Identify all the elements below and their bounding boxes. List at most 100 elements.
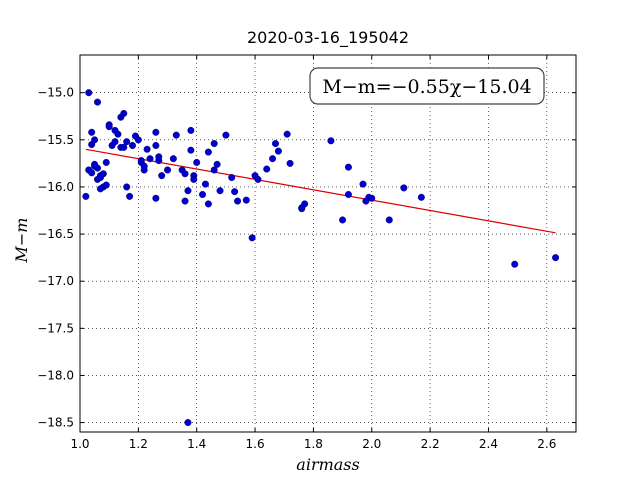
data-point	[286, 159, 294, 167]
data-point	[201, 180, 209, 188]
y-tick-label: −16.5	[37, 227, 74, 241]
data-point	[344, 190, 352, 198]
axis-ticks	[79, 55, 576, 432]
data-points	[82, 89, 560, 427]
data-point	[344, 163, 352, 171]
fit-equation-frame	[309, 67, 545, 105]
fit-line-layer	[85, 148, 556, 234]
data-point	[210, 140, 218, 148]
x-tick-label: 1.2	[129, 437, 148, 451]
data-point	[123, 138, 131, 146]
data-point	[155, 157, 163, 165]
data-point	[213, 160, 221, 168]
y-tick-label: −18.0	[37, 368, 74, 382]
x-tick-label: 1.6	[246, 437, 265, 451]
data-point	[552, 254, 560, 262]
data-point	[228, 174, 236, 182]
data-point	[143, 145, 151, 153]
data-point	[274, 147, 282, 155]
data-point	[172, 131, 180, 139]
data-point	[181, 170, 189, 178]
data-point	[193, 158, 201, 166]
y-tick-label: −17.0	[37, 274, 74, 288]
data-point	[222, 131, 230, 139]
data-point	[204, 200, 212, 208]
fit-equation-text: M−m=−0.55χ−15.04	[322, 76, 531, 98]
data-point	[120, 109, 128, 117]
x-tick-label: 2.6	[537, 437, 556, 451]
data-point	[105, 123, 113, 131]
data-point	[164, 166, 172, 174]
data-point	[137, 157, 145, 165]
plot-area-frame	[79, 54, 577, 433]
data-point	[190, 175, 198, 183]
data-point	[400, 184, 408, 192]
data-point	[327, 137, 335, 145]
fit-line	[85, 148, 556, 234]
data-point	[271, 140, 279, 148]
data-point	[169, 155, 177, 163]
y-tick-labels: −15.0 −15.5 −16.0 −16.5 −17.0 −17.5 −18.0 −18.5	[37, 86, 74, 430]
chart-title: 2020-03-16_195042	[247, 28, 409, 48]
data-point	[339, 216, 347, 224]
data-point	[82, 192, 90, 200]
data-point	[146, 155, 154, 163]
data-point	[301, 200, 309, 208]
data-point	[88, 128, 96, 136]
y-tick-label: −17.5	[37, 321, 74, 335]
y-axis-label: M−m	[12, 218, 31, 264]
y-tick-label: −18.5	[37, 416, 74, 430]
data-point	[359, 180, 367, 188]
y-tick-label: −16.0	[37, 180, 74, 194]
x-tick-label: 1.8	[304, 437, 323, 451]
data-point	[184, 187, 192, 195]
data-point	[117, 143, 125, 151]
data-point	[187, 146, 195, 154]
y-tick-label: −15.5	[37, 133, 74, 147]
x-tick-label: 2.2	[421, 437, 440, 451]
data-point	[88, 169, 96, 177]
x-axis-label: airmass	[296, 455, 359, 474]
data-point	[99, 170, 107, 178]
data-point	[140, 162, 148, 170]
data-point	[94, 98, 102, 106]
data-point	[283, 130, 291, 138]
data-point	[263, 165, 271, 173]
data-point	[181, 197, 189, 205]
fit-equation-box: M−m=−0.55χ−15.04	[309, 67, 545, 105]
data-point	[248, 234, 256, 242]
data-point	[91, 160, 99, 168]
data-point	[111, 138, 119, 146]
data-point	[129, 141, 137, 149]
y-tick-label: −15.0	[37, 86, 74, 100]
data-point	[158, 172, 166, 180]
x-tick-label: 2.0	[362, 437, 381, 451]
data-point	[417, 193, 425, 201]
data-point	[216, 187, 224, 195]
data-point	[231, 188, 239, 196]
data-point	[152, 128, 160, 136]
data-point	[96, 185, 104, 193]
data-point	[368, 194, 376, 202]
data-point	[102, 181, 110, 189]
x-tick-label: 1.0	[70, 437, 89, 451]
data-point	[234, 197, 242, 205]
data-point	[102, 158, 110, 166]
x-tick-label: 1.4	[187, 437, 206, 451]
data-point	[91, 136, 99, 144]
data-point	[152, 194, 160, 202]
x-tick-labels: 1.0 1.2 1.4 1.6 1.8 2.0 2.2 2.4 2.6	[70, 437, 556, 451]
data-point	[134, 136, 142, 144]
data-point	[123, 183, 131, 191]
data-point	[210, 166, 218, 174]
data-point	[511, 260, 519, 268]
data-point	[187, 126, 195, 134]
data-point	[126, 192, 134, 200]
data-point	[242, 196, 250, 204]
data-point	[204, 148, 212, 156]
x-tick-label: 2.4	[479, 437, 498, 451]
data-point	[184, 419, 192, 427]
data-point	[385, 216, 393, 224]
data-point	[269, 155, 277, 163]
